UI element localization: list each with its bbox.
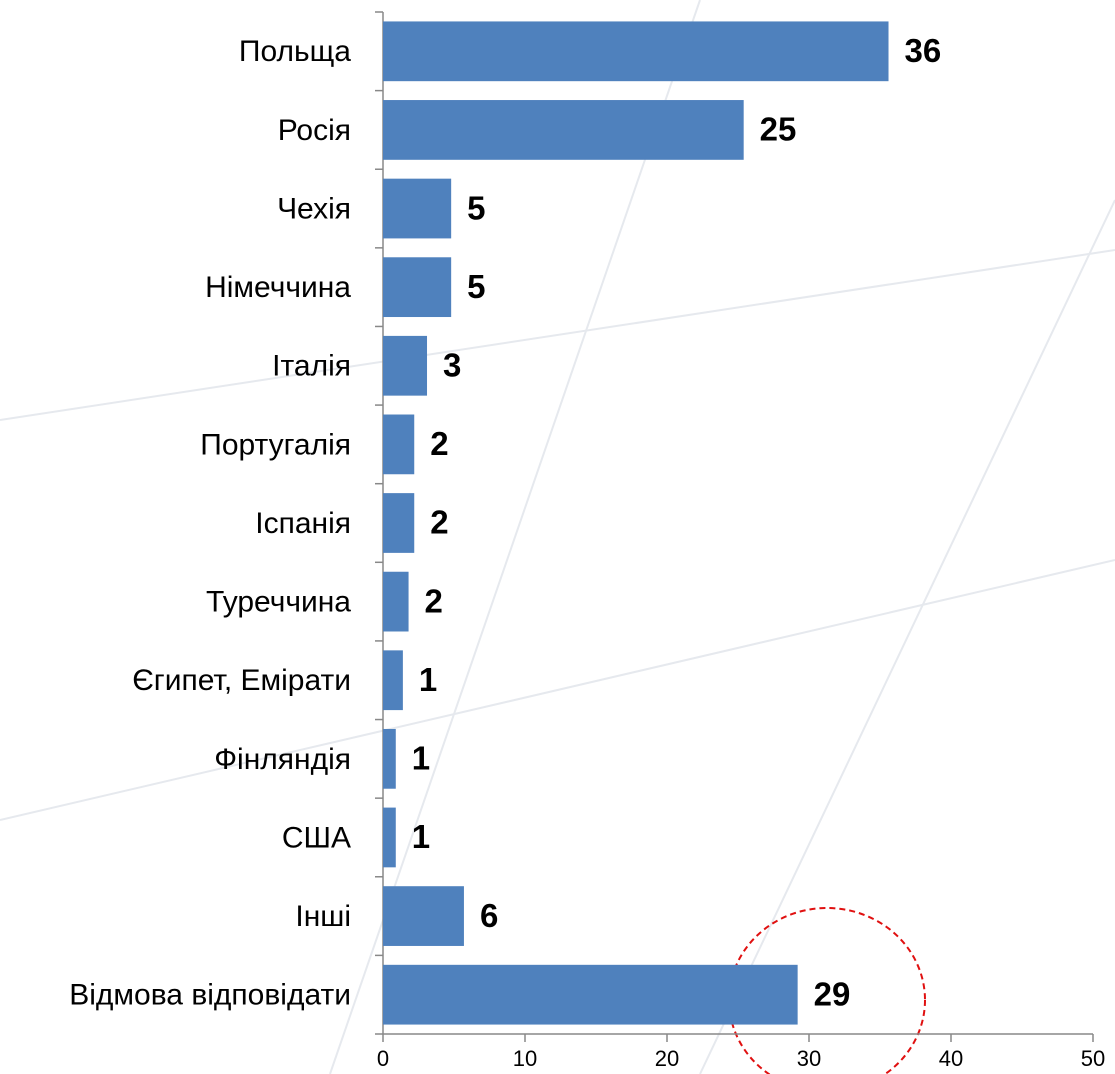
y-tick-label: Росія: [278, 114, 351, 147]
value-label: 2: [425, 582, 443, 619]
y-tick-label: Чехія: [277, 192, 351, 225]
x-tick-label: 20: [655, 1046, 679, 1071]
y-tick-label: Німеччина: [205, 271, 351, 304]
value-label: 2: [430, 425, 448, 462]
bar: [383, 650, 403, 711]
bar: [383, 571, 409, 632]
value-label: 29: [814, 975, 851, 1012]
x-tick-label: 50: [1081, 1046, 1105, 1071]
bar: [383, 257, 452, 318]
value-label: 1: [419, 661, 437, 698]
y-tick-label: Італія: [272, 350, 351, 383]
x-tick-label: 10: [513, 1046, 537, 1071]
x-tick-label: 40: [939, 1046, 963, 1071]
bar: [383, 335, 428, 396]
value-label: 2: [430, 504, 448, 541]
y-tick-label: Єгипет, Емірати: [132, 664, 351, 697]
y-tick-label: Польща: [239, 35, 351, 68]
bar: [383, 100, 744, 160]
y-tick-label: США: [282, 821, 351, 854]
y-tick-label: Фінляндія: [214, 743, 351, 776]
bar: [383, 493, 415, 553]
y-tick-label: Португалія: [200, 428, 351, 461]
value-label: 3: [443, 346, 461, 383]
x-tick-label: 0: [377, 1046, 389, 1071]
bar: [383, 807, 396, 868]
value-label: 5: [467, 268, 485, 305]
bar: [383, 886, 464, 946]
value-label: 25: [760, 111, 797, 148]
y-tick-label: Відмова відповідати: [69, 979, 351, 1012]
y-tick-label: Інші: [295, 900, 351, 933]
value-label: 5: [467, 189, 485, 226]
value-label: 6: [480, 897, 498, 934]
value-label: 1: [412, 740, 430, 777]
value-label: 1: [412, 818, 430, 855]
x-tick-label: 30: [797, 1046, 821, 1071]
bar: [383, 21, 889, 82]
bar: [383, 964, 798, 1025]
bar: [383, 728, 396, 789]
bar: [383, 414, 415, 475]
highlight-circle: [728, 907, 926, 1074]
value-label: 36: [905, 32, 942, 69]
y-tick-label: Іспанія: [255, 507, 351, 540]
bar: [383, 178, 452, 239]
y-tick-label: Туреччина: [206, 586, 351, 619]
